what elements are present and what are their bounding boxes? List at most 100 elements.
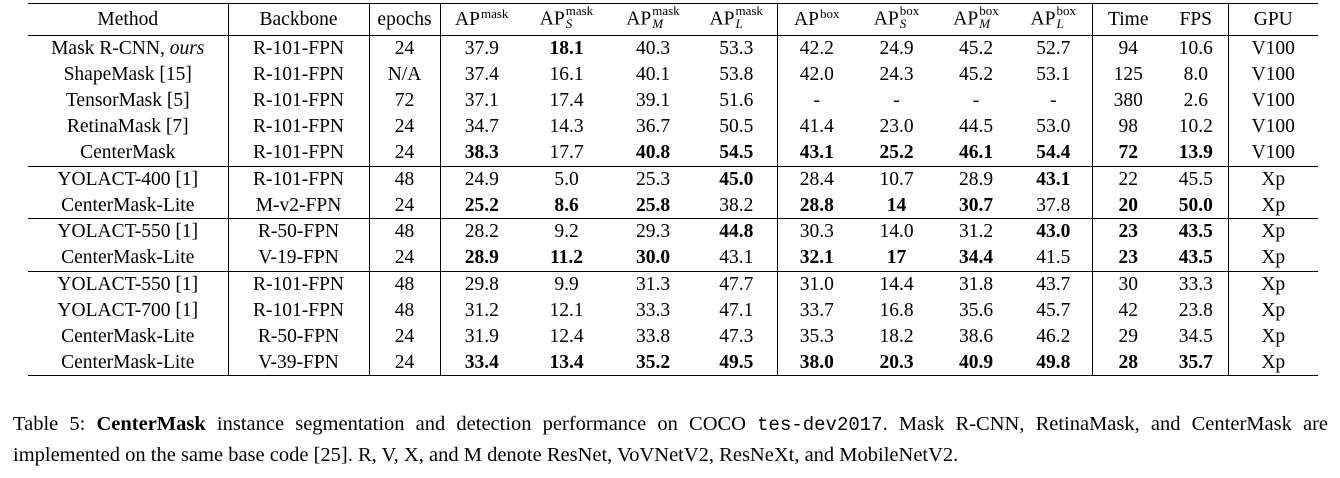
value-cell-text: 35.6 [958,299,994,321]
gpu-cell: V100 [1228,36,1318,62]
table-row: CenterMask-Lite V-39-FPN 24 33.4 13.4 35.2 49.… [28,349,1318,377]
value-cell-text: 34.7 [464,116,499,138]
value-cell-text: 44.5 [958,116,994,138]
column-header-subscript: S [565,15,573,31]
value-cell: - [1015,87,1093,115]
value-cell-text: 35.3 [799,325,834,347]
value-cell: 18.1 [523,36,610,62]
value-cell: 30 [1092,270,1164,298]
epochs-cell-text: 48 [394,221,415,243]
method-cell: YOLACT-700 [1] [28,297,229,324]
value-cell-text: 16.8 [879,299,914,321]
column-header: AP box M [937,3,1015,36]
value-cell: 42.2 [777,36,856,62]
value-cell: 38.3 [440,140,523,166]
gpu-cell-text: Xp [1261,247,1286,269]
value-cell-text: 46.1 [958,142,994,164]
backbone-cell-text: R-101-FPN [252,90,345,112]
column-header-label: FPS [1179,8,1213,30]
value-cell-text: 31.2 [958,221,994,243]
value-cell: 20.3 [856,349,937,377]
value-cell: 35.7 [1164,349,1229,377]
backbone-cell-text: R-101-FPN [252,64,345,86]
value-cell-text: 45.2 [958,64,994,86]
method-cell-text: YOLACT-550 [1] [57,221,199,243]
value-cell: 125 [1092,62,1164,88]
value-cell: 8.0 [1164,61,1229,88]
value-cell-text: 9.9 [554,273,579,295]
gpu-cell-text: V100 [1251,64,1295,86]
value-cell: 39.1 [610,88,696,114]
epochs-cell-text: 24 [394,116,415,138]
value-cell-text: 30 [1118,273,1139,295]
value-cell-text: - [893,90,900,112]
backbone-cell-text: R-101-FPN [252,116,345,138]
value-cell-text: 53.8 [719,64,754,86]
value-cell-text: 35.2 [635,351,671,373]
value-cell: 40.3 [610,36,696,62]
value-cell-text: 2.6 [1183,90,1208,112]
value-cell-text: 43.7 [1036,273,1071,295]
value-cell: 23 [1092,218,1164,245]
column-header-subscript: L [735,15,743,31]
gpu-cell: Xp [1228,324,1318,350]
value-cell: 37.9 [440,36,523,62]
value-cell: 33.3 [1164,270,1229,298]
value-cell-text: 49.8 [1036,351,1071,373]
value-cell-text: 18.1 [549,38,584,60]
value-cell: 40.8 [610,140,696,166]
value-cell: 28.4 [777,165,856,193]
table-row: CenterMask-Lite V-19-FPN 24 28.9 11.2 30.0 43.… [28,245,1318,272]
gpu-cell-text: Xp [1261,325,1286,347]
table-row: YOLACT-700 [1] R-101-FPN 48 31.2 12.1 33.3 47.… [28,297,1318,324]
value-cell-text: 38.0 [799,351,834,373]
value-cell-text: 72 [1118,142,1139,164]
epochs-cell-text: 24 [394,247,415,269]
table-row: Mask R-CNN, ours R-101-FPN 24 37.9 18.1 40.3 5… [28,35,1318,62]
value-cell-text: - [813,90,821,112]
value-cell-text: 42.0 [799,64,834,86]
column-header: Method [28,3,229,36]
epochs-cell-text: 24 [394,142,415,164]
value-cell-text: 11.2 [549,247,584,269]
epochs-cell: 24 [369,35,441,62]
value-cell: 10.7 [856,165,937,193]
column-header-superscript: box [819,5,840,21]
value-cell-text: 14 [886,194,907,216]
epochs-cell: 24 [369,140,441,167]
value-cell: 16.1 [523,62,610,88]
column-header-label: AP [794,8,819,30]
value-cell-text: 31.9 [464,325,499,347]
backbone-cell: V-19-FPN [228,245,370,272]
backbone-cell-text: R-101-FPN [252,299,345,321]
value-cell: 49.8 [1015,349,1093,377]
value-cell: 8.6 [523,193,610,219]
value-cell: 51.6 [696,87,778,115]
backbone-cell: R-101-FPN [228,114,370,141]
value-cell: 23.8 [1164,297,1229,324]
value-cell: 42.0 [777,62,856,88]
value-cell-text: 53.3 [719,38,754,60]
value-cell: 41.4 [777,114,856,140]
epochs-cell: 48 [369,297,441,324]
gpu-cell-text: Xp [1261,351,1286,373]
column-header: epochs [369,3,441,36]
value-cell-text: 45.7 [1036,299,1071,321]
value-cell: 50.0 [1164,192,1229,219]
value-cell: 45.2 [937,62,1015,88]
value-cell-text: 50.0 [1178,194,1213,216]
value-cell-text: 46.2 [1036,325,1071,347]
backbone-cell: R-101-FPN [228,140,370,167]
table-caption: Table 5: CenterMask instance segmentatio… [13,409,1328,470]
value-cell-text: 42.2 [799,38,834,60]
epochs-cell-text: 72 [394,90,415,112]
gpu-cell: Xp [1228,297,1318,323]
value-cell-text: 38.6 [958,325,994,347]
column-header-label: AP [709,7,735,29]
gpu-cell: V100 [1228,88,1318,114]
value-cell: 380 [1092,88,1164,114]
method-cell: YOLACT-550 [1] [28,218,229,245]
caption-label: Table 5: [13,413,97,435]
gpu-cell-text: V100 [1251,142,1295,164]
value-cell: 23 [1092,245,1164,271]
